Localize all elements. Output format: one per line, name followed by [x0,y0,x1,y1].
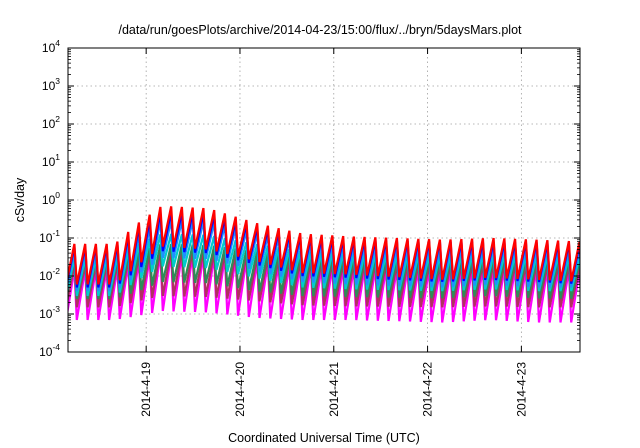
y-tick-label: 10-3 [39,304,60,321]
plot-area [68,206,580,323]
series-line [68,249,580,308]
y-tick-label: 100 [42,190,60,207]
chart-title: /data/run/goesPlots/archive/2014-04-23/1… [118,23,522,37]
x-tick-label: 2014-4-23 [514,362,528,417]
y-tick-label: 104 [42,38,60,55]
y-tick-label: 102 [42,114,60,131]
y-tick-label: 10-4 [39,342,60,359]
y-tick-label: 103 [42,76,60,93]
x-tick-label: 2014-4-21 [327,362,341,417]
x-tick-label: 2014-4-20 [233,362,247,417]
x-tick-label: 2014-4-19 [139,362,153,417]
x-axis: 2014-4-19 2014-4-20 2014-4-21 2014-4-22 2014… [139,48,528,417]
y-tick-label: 101 [42,152,60,169]
series-line [68,233,580,297]
series-line [68,206,580,285]
series-line [68,253,580,323]
y-tick-label: 10-1 [39,228,60,245]
x-tick-label: 2014-4-22 [421,362,435,417]
y-tick-label: 10-2 [39,266,60,283]
x-axis-label: Coordinated Universal Time (UTC) [228,431,420,445]
y-axis-label: cSv/day [13,177,27,222]
y-axis: 10-4 10-3 10-2 10-1 100 101 102 103 104 [39,38,580,359]
